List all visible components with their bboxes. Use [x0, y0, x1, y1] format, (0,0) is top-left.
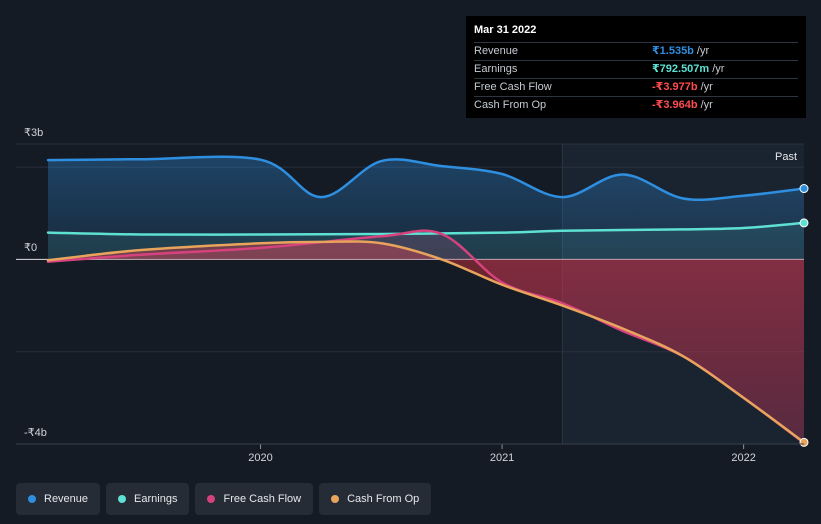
- tooltip-unit: /yr: [700, 81, 713, 93]
- past-label: Past: [775, 151, 797, 163]
- legend: Revenue Earnings Free Cash Flow Cash Fro…: [16, 483, 432, 515]
- legend-label: Free Cash Flow: [223, 493, 302, 505]
- tooltip: Mar 31 2022 Revenue ₹1.535b /yr Earnings…: [466, 16, 806, 118]
- tooltip-row-revenue: Revenue ₹1.535b /yr: [474, 42, 798, 60]
- legend-item-revenue[interactable]: Revenue: [16, 483, 101, 515]
- tooltip-date: Mar 31 2022: [474, 24, 537, 36]
- cash-from-op-line: [46, 240, 806, 444]
- tooltip-row-cash-from-op: Cash From Op -₹3.964b /yr: [474, 96, 798, 114]
- y-tick-label: ₹0: [24, 242, 37, 254]
- x-tick-label: 2020: [248, 452, 272, 464]
- tooltip-label: Earnings: [474, 63, 518, 75]
- legend-label: Revenue: [44, 493, 89, 505]
- tooltip-value: ₹792.507m: [652, 63, 710, 75]
- tooltip-label: Free Cash Flow: [474, 81, 552, 93]
- earnings-line: [46, 221, 806, 236]
- free-cash-flow-area: [48, 230, 804, 443]
- legend-dot-icon: [331, 495, 340, 503]
- tooltip-value: -₹3.977b: [652, 81, 698, 93]
- legend-dot-icon: [118, 495, 127, 503]
- legend-item-free-cash-flow[interactable]: Free Cash Flow: [195, 483, 314, 515]
- legend-label: Earnings: [134, 493, 178, 505]
- legend-dot-icon: [207, 495, 216, 503]
- tooltip-value: ₹1.535b: [652, 45, 694, 57]
- tooltip-unit: /yr: [696, 45, 710, 57]
- cash-from-op-area: [48, 241, 804, 443]
- y-tick-label: ₹3b: [24, 127, 43, 139]
- cash-from-op-end-point: [799, 437, 809, 447]
- tooltip-unit: /yr: [700, 99, 713, 111]
- tooltip-value: -₹3.964b: [652, 99, 698, 111]
- revenue-end-point: [799, 184, 809, 194]
- tooltip-row-earnings: Earnings ₹792.507m /yr: [474, 60, 798, 78]
- revenue-line: [46, 155, 806, 202]
- x-tick-label: 2022: [731, 452, 755, 464]
- legend-item-cash-from-op[interactable]: Cash From Op: [319, 483, 432, 515]
- tooltip-unit: /yr: [712, 63, 725, 75]
- legend-item-earnings[interactable]: Earnings: [106, 483, 190, 515]
- tooltip-row-free-cash-flow: Free Cash Flow -₹3.977b /yr: [474, 78, 798, 96]
- tooltip-label: Revenue: [474, 45, 519, 57]
- legend-label: Cash From Op: [347, 493, 420, 505]
- x-tick-label: 2021: [490, 452, 514, 464]
- y-tick-label: -₹4b: [24, 427, 47, 439]
- legend-dot-icon: [28, 495, 36, 503]
- earnings-end-point: [799, 218, 809, 228]
- tooltip-label: Cash From Op: [474, 99, 547, 111]
